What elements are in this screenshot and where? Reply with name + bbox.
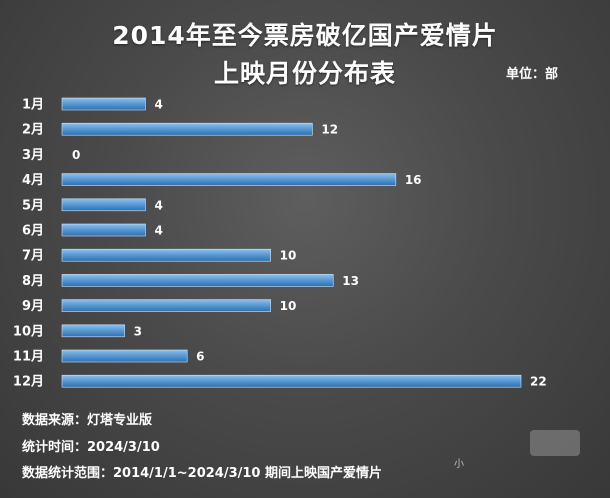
value-label: 10 xyxy=(280,299,297,313)
bar xyxy=(61,324,125,338)
value-label: 3 xyxy=(134,324,142,338)
category-label: 12月 xyxy=(13,375,44,390)
category-label: 9月 xyxy=(22,299,44,314)
footer-range: 数据统计范围：2014/1/1~2024/3/10 期间上映国产爱情片 xyxy=(22,466,383,481)
bar xyxy=(61,97,146,111)
category-label: 7月 xyxy=(22,249,44,264)
footer-source: 数据来源：灯塔专业版 xyxy=(22,413,153,428)
category-label: 10月 xyxy=(13,324,44,339)
watermark-logo xyxy=(530,430,580,456)
footer-time: 统计时间：2024/3/10 xyxy=(22,440,160,455)
category-label: 5月 xyxy=(22,198,44,213)
value-label: 12 xyxy=(321,123,338,137)
bar xyxy=(61,374,522,388)
value-label: 6 xyxy=(196,350,204,364)
value-label: 16 xyxy=(405,173,422,187)
value-label: 22 xyxy=(530,375,547,389)
chart-title-line1: 2014年至今票房破亿国产爱情片 xyxy=(112,21,498,50)
watermark-text: 小 xyxy=(454,459,464,470)
bar xyxy=(61,173,397,186)
category-label: 1月 xyxy=(22,98,44,113)
bar xyxy=(61,122,313,136)
bar-chart: 1月 4 2月 12 3月 0 4月 16 5月 4 6月 4 7月 10 8月 13 9月 10 10月 3 11月 6… xyxy=(13,97,547,390)
bar xyxy=(61,198,146,212)
value-label: 4 xyxy=(154,198,162,212)
chart-title-line2: 上映月份分布表 xyxy=(213,59,396,88)
category-label: 6月 xyxy=(22,224,44,239)
category-label: 4月 xyxy=(22,173,44,188)
category-label: 3月 xyxy=(22,148,44,163)
value-label: 13 xyxy=(342,274,359,288)
bar xyxy=(61,274,334,287)
value-label: 10 xyxy=(280,249,297,263)
bar xyxy=(61,349,188,363)
category-label: 8月 xyxy=(22,274,44,289)
bar xyxy=(61,299,271,312)
value-label: 4 xyxy=(154,98,162,112)
category-label: 2月 xyxy=(22,123,44,138)
value-label: 4 xyxy=(154,224,162,238)
value-label: 0 xyxy=(72,148,80,162)
unit-label: 单位：部 xyxy=(506,67,559,82)
category-label: 11月 xyxy=(13,350,44,365)
bar xyxy=(61,248,271,262)
bar xyxy=(61,223,146,237)
